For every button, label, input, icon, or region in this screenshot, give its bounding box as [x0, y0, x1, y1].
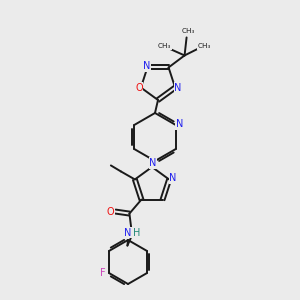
Text: N: N — [124, 228, 131, 238]
Text: N: N — [176, 119, 184, 129]
Text: N: N — [174, 82, 182, 93]
Text: CH₃: CH₃ — [198, 44, 211, 50]
Text: F: F — [100, 268, 106, 278]
Text: O: O — [106, 207, 114, 217]
Text: CH₃: CH₃ — [182, 28, 195, 34]
Text: H: H — [133, 228, 140, 238]
Text: N: N — [149, 158, 157, 168]
Text: O: O — [135, 82, 143, 93]
Text: N: N — [169, 173, 177, 183]
Text: CH₃: CH₃ — [158, 44, 171, 50]
Text: N: N — [143, 61, 150, 71]
